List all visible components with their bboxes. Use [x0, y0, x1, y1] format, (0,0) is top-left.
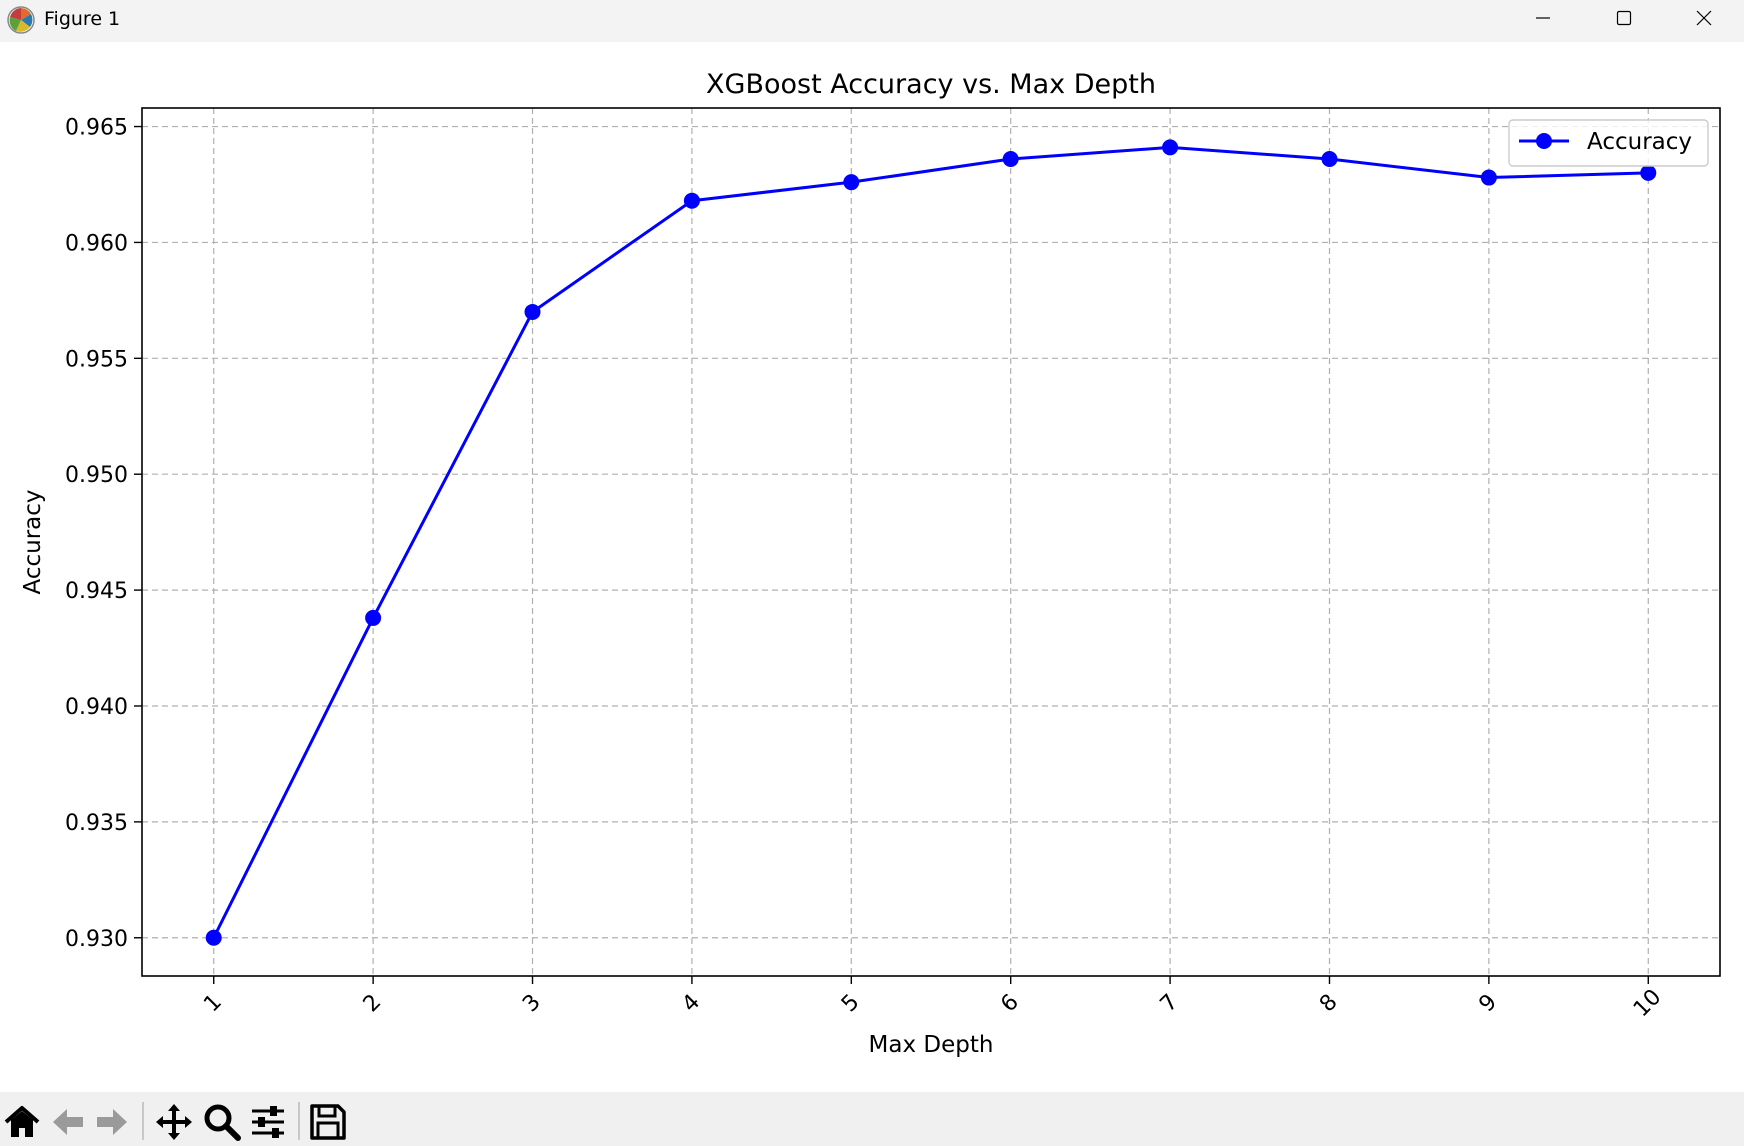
data-point	[524, 303, 541, 320]
x-tick-label: 8	[1315, 990, 1343, 1018]
back-arrow-icon	[53, 1109, 83, 1135]
x-axis-label: Max Depth	[869, 1032, 994, 1058]
data-point	[1321, 150, 1338, 167]
legend-marker-swatch	[1536, 133, 1552, 149]
minimize-button[interactable]	[1503, 0, 1583, 36]
forward-button[interactable]	[90, 1100, 134, 1144]
close-button[interactable]	[1664, 0, 1744, 36]
matplotlib-logo-icon	[7, 6, 35, 34]
home-button[interactable]	[0, 1100, 44, 1144]
y-tick-label: 0.930	[65, 927, 128, 952]
x-tick-label: 6	[996, 990, 1024, 1018]
legend-label: Accuracy	[1587, 129, 1692, 155]
zoom-icon	[204, 1104, 241, 1141]
y-tick-label: 0.955	[65, 347, 128, 372]
y-axis-ticks: 0.930 0.935 0.940 0.945 0.950 0.955 0.960 0.965	[65, 116, 142, 952]
data-point	[365, 609, 382, 626]
maximize-icon	[1616, 10, 1632, 26]
x-tick-label: 7	[1156, 990, 1184, 1018]
x-tick-label: 4	[678, 990, 706, 1018]
minimize-icon	[1536, 17, 1550, 19]
x-tick-label: 9	[1474, 990, 1502, 1018]
window-title: Figure 1	[44, 8, 121, 30]
x-tick-label: 2	[359, 990, 387, 1018]
save-icon	[310, 1104, 346, 1140]
pan-button[interactable]	[152, 1100, 196, 1144]
pan-icon	[156, 1104, 192, 1140]
y-tick-label: 0.950	[65, 463, 128, 488]
y-axis-label: Accuracy	[20, 489, 46, 594]
x-tick-label: 5	[837, 990, 865, 1018]
save-button[interactable]	[306, 1100, 350, 1144]
y-tick-label: 0.945	[65, 579, 128, 604]
toolbar-separator	[142, 1102, 144, 1140]
series-group	[205, 139, 1657, 946]
maximize-button[interactable]	[1584, 0, 1664, 36]
legend-frame	[1508, 119, 1709, 167]
data-point	[843, 174, 860, 191]
data-point	[1162, 139, 1179, 156]
navigation-toolbar	[0, 1092, 1744, 1146]
chart-title: XGBoost Accuracy vs. Max Depth	[706, 69, 1156, 100]
line-chart: 1 2 3 4 5 6 7 8 9 10 0.9300.9350.9400.9450.9500.9…	[20, 69, 1721, 1058]
data-point	[683, 192, 700, 209]
data-point	[1640, 164, 1657, 181]
series-line	[212, 145, 1649, 939]
y-tick-label: 0.965	[65, 116, 128, 141]
plot-frame	[141, 107, 1721, 977]
data-point	[205, 929, 222, 946]
grid-lines	[142, 108, 1720, 976]
plot-background	[142, 108, 1720, 976]
forward-arrow-icon	[97, 1109, 127, 1135]
legend: Accuracy	[1508, 119, 1709, 167]
figure-canvas[interactable]: 1 2 3 4 5 6 7 8 9 10 0.930 0.935 0.940 0.945 0.950 0.9…	[0, 42, 1744, 1092]
y-tick-label: 0.960	[65, 231, 128, 256]
x-tick-label: 1	[199, 990, 227, 1018]
toolbar-separator	[298, 1102, 300, 1140]
y-tick-label: 0.935	[65, 811, 128, 836]
back-button[interactable]	[46, 1100, 90, 1144]
zoom-button[interactable]	[200, 1100, 244, 1144]
home-icon	[4, 1106, 40, 1137]
close-icon	[1696, 10, 1712, 26]
x-tick-label: 3	[518, 990, 546, 1018]
configure-subplots-icon	[252, 1106, 284, 1138]
data-point	[1002, 150, 1019, 167]
x-tick-label: 10	[1629, 985, 1666, 1022]
configure-subplots-button[interactable]	[246, 1100, 290, 1144]
window-titlebar: Figure 1	[0, 0, 1744, 42]
data-point	[1480, 169, 1497, 186]
x-axis-ticks: 1 2 3 4 5 6 7 8 9 10	[199, 976, 1666, 1022]
y-tick-label: 0.940	[65, 695, 128, 720]
